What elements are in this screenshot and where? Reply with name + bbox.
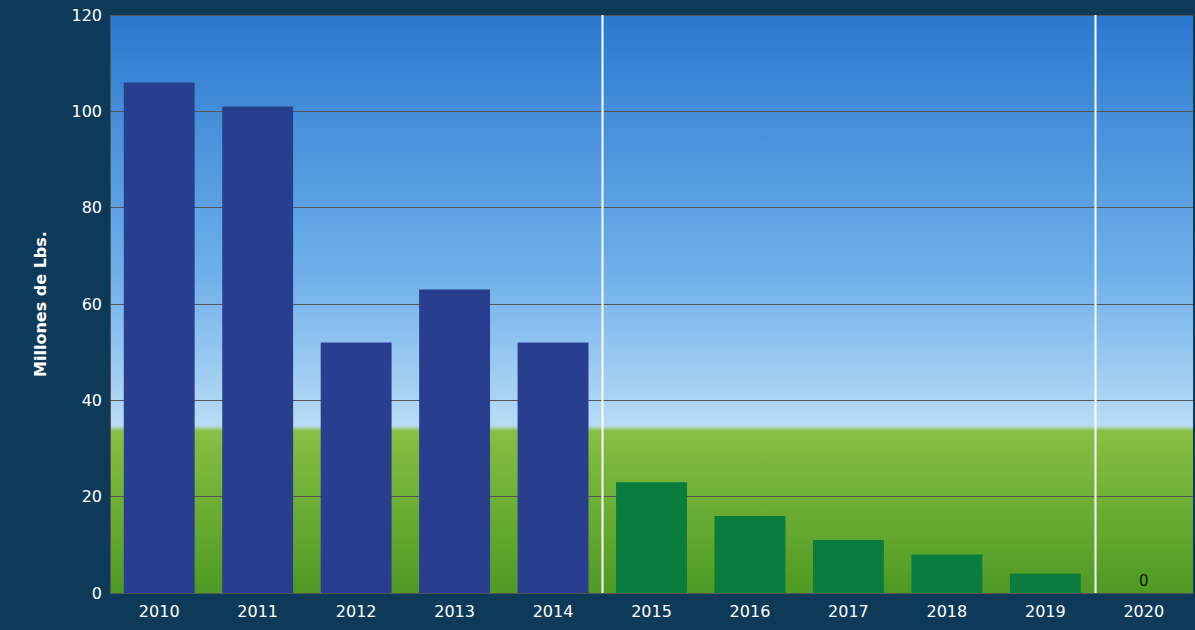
- svg-text:0: 0: [1139, 572, 1149, 590]
- svg-text:60: 60: [82, 295, 102, 314]
- svg-text:2015: 2015: [631, 602, 672, 621]
- svg-text:2018: 2018: [927, 602, 968, 621]
- svg-text:0: 0: [92, 584, 102, 603]
- svg-text:2019: 2019: [1025, 602, 1066, 621]
- svg-text:Millones de Lbs.: Millones de Lbs.: [31, 231, 50, 377]
- svg-text:2011: 2011: [237, 602, 278, 621]
- svg-text:40: 40: [82, 391, 102, 410]
- svg-text:2014: 2014: [533, 602, 574, 621]
- svg-text:80: 80: [82, 198, 102, 217]
- svg-text:2013: 2013: [434, 602, 475, 621]
- svg-text:20: 20: [82, 487, 102, 506]
- svg-text:2010: 2010: [139, 602, 180, 621]
- svg-text:2020: 2020: [1123, 602, 1164, 621]
- svg-text:120: 120: [71, 6, 102, 25]
- svg-text:2017: 2017: [828, 602, 869, 621]
- svg-text:100: 100: [71, 102, 102, 121]
- svg-text:2012: 2012: [336, 602, 377, 621]
- svg-text:2016: 2016: [730, 602, 771, 621]
